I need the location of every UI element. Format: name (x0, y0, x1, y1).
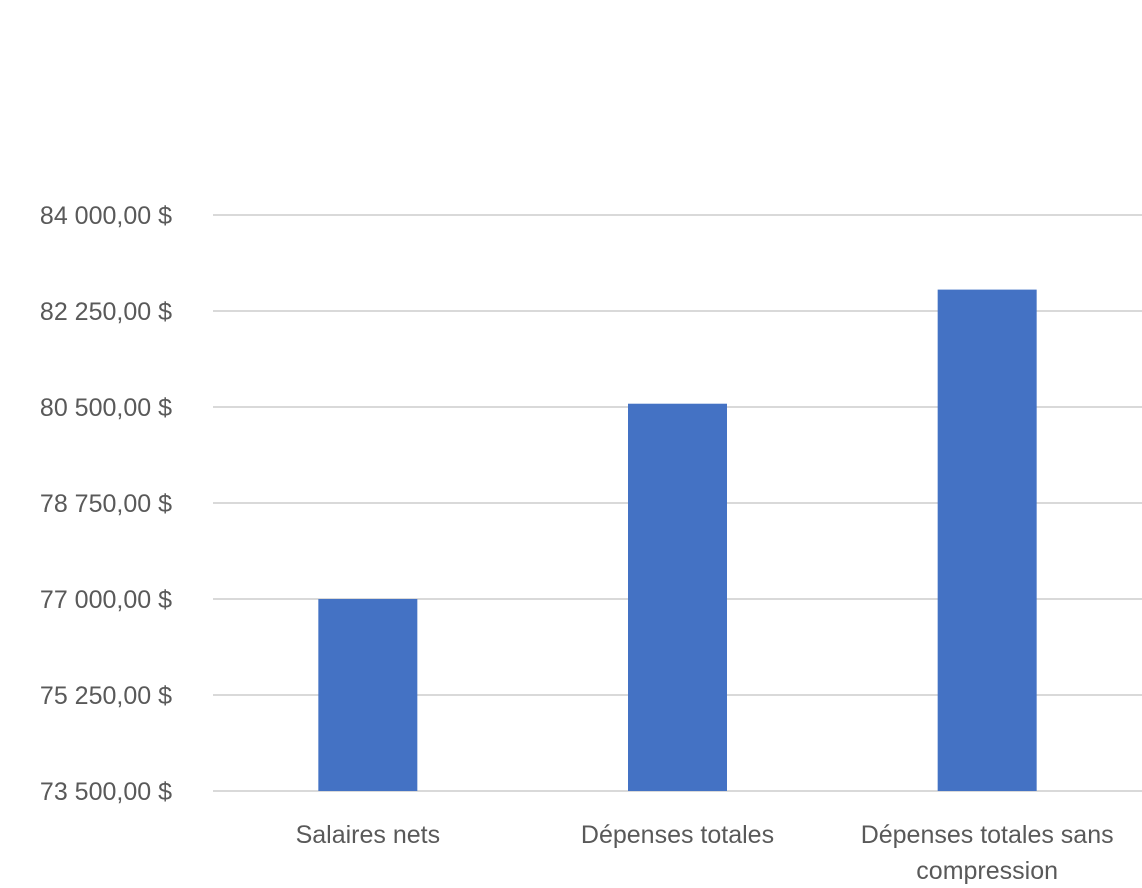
y-axis-tick-labels: 84 000,00 $ 82 250,00 $ 80 500,00 $ 78 750,… (40, 202, 172, 806)
x-category-label: Dépenses totales (581, 821, 774, 849)
bar (628, 403, 727, 791)
x-category-label-line: Salaires nets (296, 821, 441, 849)
bar (937, 289, 1037, 791)
y-tick-label: 78 750,00 $ (40, 490, 172, 518)
x-category-label: Salaires nets (296, 821, 441, 849)
y-tick-label: 80 500,00 $ (40, 394, 172, 422)
x-category-label: Dépenses totales sans compression (861, 821, 1114, 885)
x-axis-category-labels: Salaires nets Dépenses totales Dépenses to… (296, 821, 1114, 885)
y-tick-label: 77 000,00 $ (40, 586, 172, 614)
x-category-label-line: Dépenses totales sans (861, 821, 1114, 849)
y-tick-label: 82 250,00 $ (40, 298, 172, 326)
y-tick-label: 73 500,00 $ (40, 778, 172, 806)
y-tick-label: 75 250,00 $ (40, 682, 172, 710)
x-category-label-line: Dépenses totales (581, 821, 774, 849)
x-category-label-line: compression (916, 857, 1058, 885)
bar (318, 599, 418, 791)
y-tick-label: 84 000,00 $ (40, 202, 172, 230)
bars (318, 289, 1037, 791)
